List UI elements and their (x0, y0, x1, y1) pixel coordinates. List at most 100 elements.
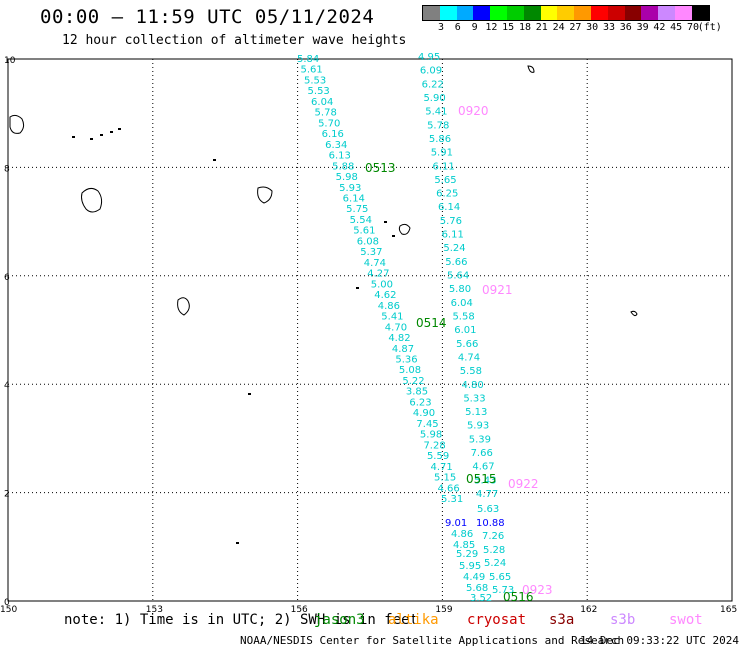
y-tick-label: 10 (4, 56, 16, 66)
wave-height-label: 5.41 (425, 107, 447, 118)
x-tick-label: 159 (435, 605, 452, 615)
legend-swatch (557, 6, 575, 20)
wave-height-label: 5.75 (346, 204, 368, 215)
wave-height-label: 4.77 (476, 489, 498, 500)
wave-height-label: 5.15 (434, 473, 456, 484)
legend-level-label: 39 (636, 22, 649, 33)
wave-height-label: 4.74 (364, 258, 386, 269)
wave-height-label: 5.61 (301, 65, 323, 76)
legend-level-label: 24 (552, 22, 565, 33)
wave-height-label: 4.87 (392, 344, 414, 355)
islet (248, 393, 251, 395)
pass-time-label: 0922 (508, 477, 539, 491)
satellite-swot: swot (669, 612, 703, 628)
wave-height-label: 4.86 (378, 301, 400, 312)
wave-height-label: 4.27 (367, 269, 389, 280)
legend-level-label: 45 (670, 22, 683, 33)
satellite-jason3: jason3 (314, 612, 365, 628)
wave-height-label: 5.33 (463, 393, 485, 404)
legend-swatch (658, 6, 675, 20)
wave-height-label: 5.80 (449, 284, 471, 295)
pass-time-label: 0516 (503, 590, 534, 604)
wave-height-label: 4.80 (462, 380, 484, 391)
wave-height-label: 5.61 (353, 226, 375, 237)
wave-height-label: 5.73 (492, 585, 514, 596)
wave-height-label: 6.04 (451, 298, 473, 309)
wave-height-label: 5.70 (318, 118, 340, 129)
map-frame (7, 58, 733, 602)
legend-level-label: 30 (586, 22, 599, 33)
legend-swatch (674, 6, 692, 20)
wave-height-label: 5.64 (447, 271, 469, 282)
wave-height-label: 6.16 (322, 129, 344, 140)
wave-height-label: 5.98 (336, 172, 358, 183)
wave-height-label: 5.65 (489, 572, 511, 583)
legend-swatch (590, 6, 608, 20)
legend-swatch (523, 6, 541, 20)
legend-level-label: 3 (437, 22, 445, 33)
legend-level-label: 15 (502, 22, 515, 33)
generated-date: 14 Dec 09:33:22 UTC 2024 (580, 634, 739, 647)
wave-height-label: 4.82 (388, 333, 410, 344)
wave-height-label: 5.00 (371, 279, 393, 290)
wave-height-label: 6.22 (422, 79, 444, 90)
legend-level-label: 18 (518, 22, 532, 33)
legend-level-label: 36 (619, 22, 632, 33)
wave-height-label: 5.08 (399, 365, 421, 376)
legend-level-label: 33 (602, 22, 616, 33)
island-outline (630, 310, 638, 317)
island-outline (527, 65, 535, 73)
wave-height-label: 6.13 (329, 151, 351, 162)
wave-height-label: 3.85 (406, 387, 428, 398)
wave-height-label: 5.95 (459, 561, 481, 572)
legend-swatch (456, 6, 474, 20)
islet (90, 138, 93, 140)
legend-swatch (641, 6, 659, 20)
island-outline (257, 186, 273, 204)
wave-height-label: 5.66 (445, 257, 467, 268)
wave-height-label: 5.76 (440, 216, 462, 227)
wave-height-label: 7.45 (416, 419, 438, 430)
legend-swatch (490, 6, 507, 20)
legend-level-label: 21 (535, 22, 548, 33)
wave-height-label: 5.53 (308, 86, 330, 97)
wave-height-label: 5.88 (332, 161, 354, 172)
wave-height-label: 4.74 (458, 352, 480, 363)
legend-swatch (473, 6, 491, 20)
legend-level-label: 42 (653, 22, 666, 33)
legend-swatch (691, 6, 709, 20)
legend-swatch (540, 6, 558, 20)
x-tick-label: 165 (720, 605, 737, 615)
wave-height-label: 5.86 (429, 134, 451, 145)
wave-height-label: 5.91 (431, 148, 453, 159)
pass-time-label: 0921 (482, 283, 513, 297)
wave-height-label: 4.86 (451, 529, 473, 540)
wave-height-label: 4.90 (413, 408, 435, 419)
island-outline (177, 297, 190, 316)
islet (236, 542, 239, 544)
wave-height-label: 5.84 (297, 54, 319, 65)
wave-height-label: 6.04 (311, 97, 333, 108)
pass-time-label: 0513 (365, 161, 396, 175)
wave-height-label: 6.34 (325, 140, 347, 151)
legend-swatch (574, 6, 591, 20)
legend-level-label: 9 (471, 22, 478, 33)
x-tick-label: 153 (146, 605, 163, 615)
islet (392, 235, 395, 237)
satellite-altika: altika (388, 612, 439, 628)
y-tick-label: 0 (4, 598, 10, 608)
wave-height-label: 5.29 (456, 549, 478, 560)
wave-height-label: 4.49 (463, 572, 485, 583)
wave-height-label: 5.93 (339, 183, 361, 194)
x-tick-label: 150 (0, 605, 17, 615)
wave-height-label: 5.22 (402, 376, 424, 387)
wave-height-label: 3.52 (470, 593, 492, 604)
y-tick-label: 6 (4, 273, 10, 283)
wave-height-label: 5.31 (441, 494, 463, 505)
legend-level-label: 27 (569, 22, 582, 33)
wave-height-label: 5.24 (443, 243, 465, 254)
island-outline (398, 223, 411, 235)
wave-height-label: 6.09 (420, 66, 442, 77)
wave-height-label: 5.58 (452, 311, 474, 322)
